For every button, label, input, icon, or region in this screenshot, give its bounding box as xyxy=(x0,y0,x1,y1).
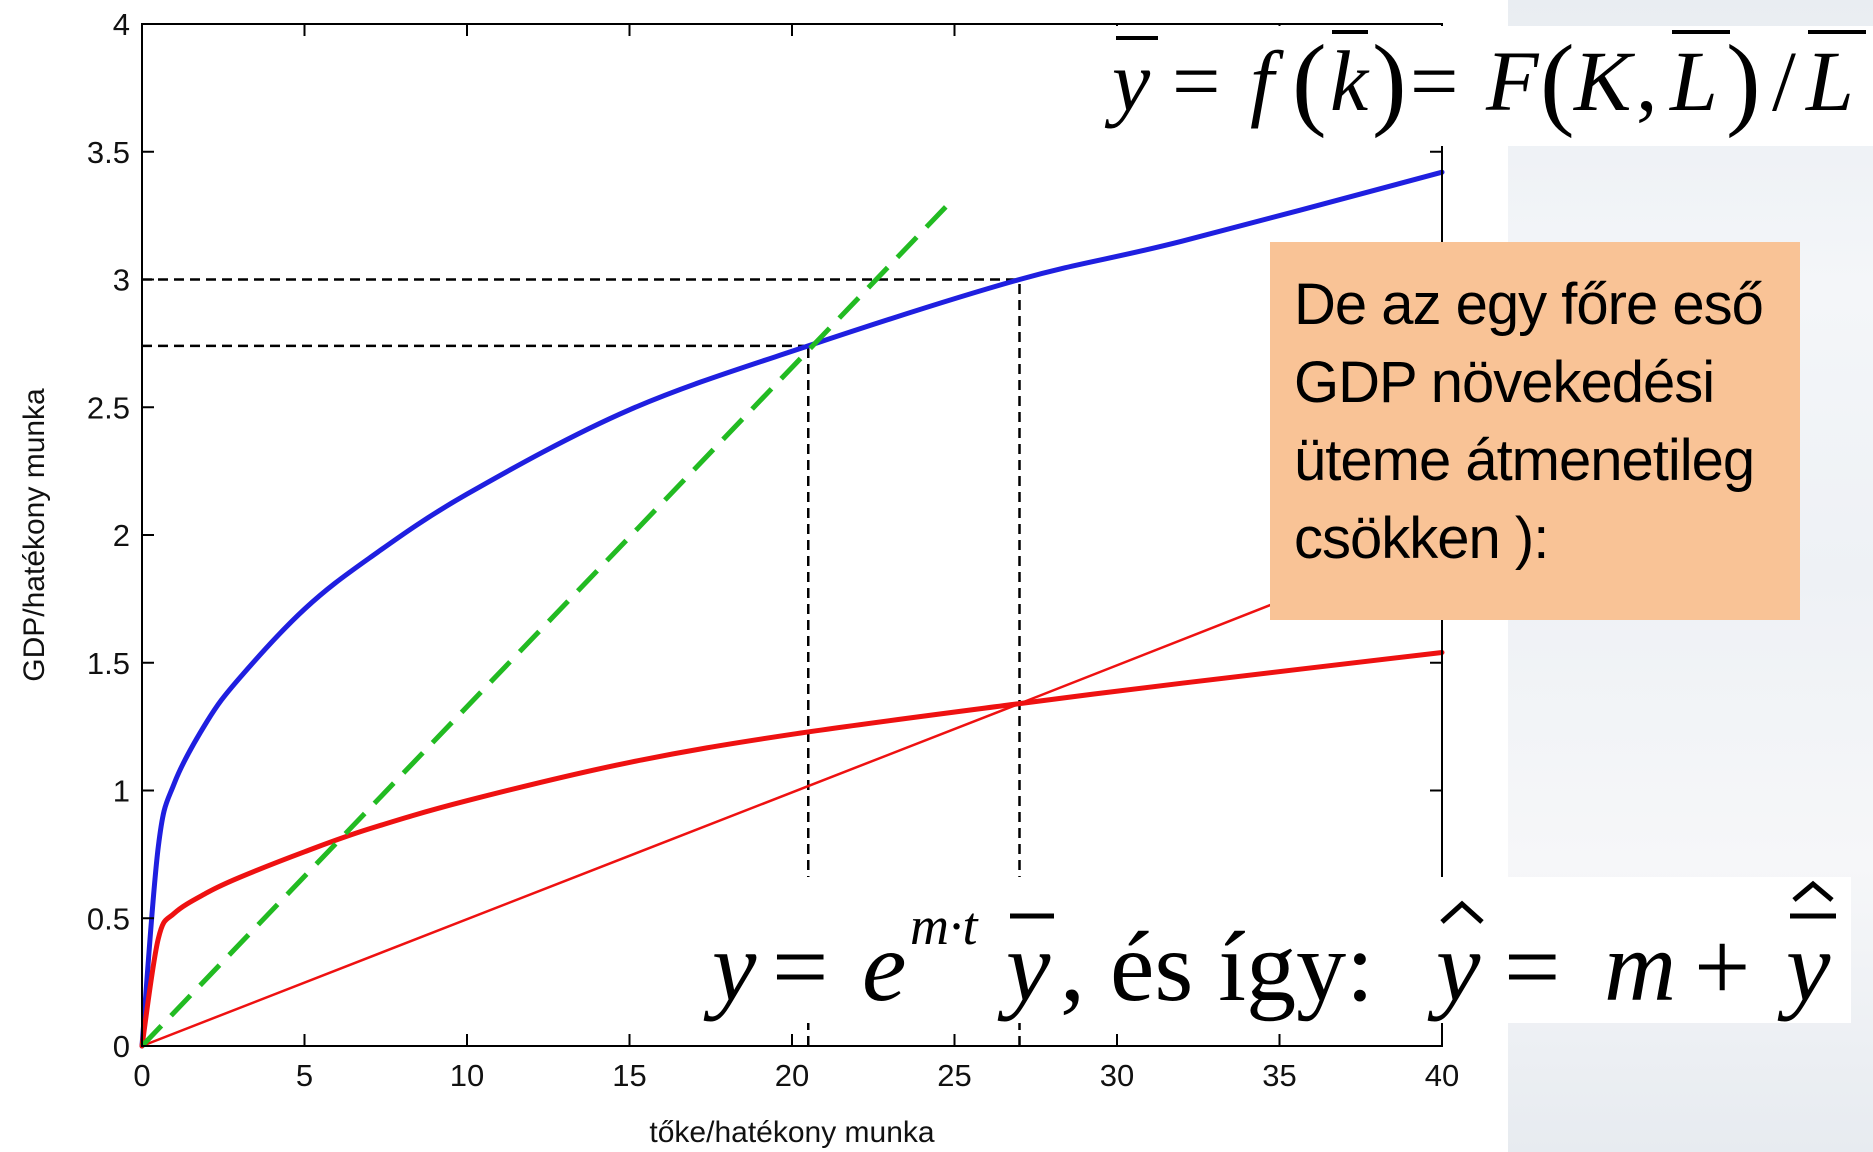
y-tick-label-4: 2 xyxy=(113,518,130,553)
formula-top-comma: , xyxy=(1636,33,1658,129)
formula-bottom-exponent: m·t xyxy=(910,896,979,956)
formula-top: y = f ( k ) = F ( K , L ) / L xyxy=(1090,24,1873,146)
series-line-1 xyxy=(139,169,1445,1049)
y-tick-label-5: 2.5 xyxy=(87,390,130,425)
formula-bottom-m: m xyxy=(1604,911,1676,1022)
x-tick-label-0: 0 xyxy=(133,1058,150,1093)
formula-top-background xyxy=(1090,26,1873,146)
formula-bottom-ybarhat: y xyxy=(1777,911,1831,1022)
formula-top-lhs: y xyxy=(1104,33,1151,129)
note-box: De az egy főre eső GDP növekedési üteme … xyxy=(1270,242,1800,620)
x-tick-label-6: 30 xyxy=(1100,1058,1134,1093)
y-tick-label-3: 1.5 xyxy=(87,646,130,681)
formula-top-arg1: k xyxy=(1330,33,1370,129)
note-line-2: GDP növekedési xyxy=(1294,350,1715,415)
note-line-4: csökken ): xyxy=(1294,506,1549,571)
formula-bottom-hat-ybarhat xyxy=(1792,880,1834,902)
y-tick-label-2: 1 xyxy=(113,774,130,809)
formula-top-denom: L xyxy=(1804,33,1854,129)
note-line-1: De az egy főre eső xyxy=(1294,272,1764,337)
x-axis-label: tőke/hatékony munka xyxy=(649,1116,934,1149)
formula-top-slash: / xyxy=(1772,33,1796,129)
formula-top-arg-K: K xyxy=(1572,33,1636,129)
formula-bottom-eq1: = xyxy=(772,911,828,1022)
series-line-4 xyxy=(140,196,957,1048)
formula-bottom-background xyxy=(706,877,1851,1023)
svg-text:y = e m·t: y = e m·t y , és így: y = m + y xyxy=(703,855,1831,1022)
note-line-3: üteme átmenetileg xyxy=(1294,428,1755,493)
formula-top-f: f xyxy=(1250,33,1284,129)
y-axis-label: GDP/hatékony munka xyxy=(18,388,51,682)
series-layer xyxy=(139,169,1445,1049)
formula-top-eq2: = xyxy=(1410,33,1459,129)
svg-text:y = f (: y = f ( k ) = F ( K , L ) / L xyxy=(1104,24,1854,139)
x-tick-label-8: 40 xyxy=(1425,1058,1459,1093)
x-tick-label-5: 25 xyxy=(937,1058,971,1093)
formula-bottom-y: y xyxy=(703,911,757,1022)
y-tick-label-8: 4 xyxy=(113,7,130,42)
x-tick-label-7: 35 xyxy=(1262,1058,1296,1093)
formula-top-paren-r1: ) xyxy=(1372,24,1407,139)
y-tick-label-1: 0.5 xyxy=(87,901,130,936)
formula-bottom-ybar: y xyxy=(997,911,1051,1022)
x-tick-label-4: 20 xyxy=(775,1058,809,1093)
y-tick-label-6: 3 xyxy=(113,263,130,298)
formula-top-arg-L: L xyxy=(1668,33,1716,129)
formula-bottom-plus: + xyxy=(1694,911,1750,1022)
formula-bottom-text: , és így: xyxy=(1060,911,1374,1022)
y-tick-label-7: 3.5 xyxy=(87,135,130,170)
tick-labels: 0 5 10 15 20 25 30 35 40 0 0.5 1 1.5 2 2.5 3 3.5 4 xyxy=(87,7,1459,1093)
series-line-2 xyxy=(139,650,1445,1049)
formula-bottom-e: e xyxy=(862,911,906,1022)
formula-bottom-hat-yhat xyxy=(1440,900,1484,924)
formula-top-paren-l2: ( xyxy=(1540,24,1575,139)
formula-bottom: y = e m·t y , és így: y = m + y xyxy=(703,855,1851,1023)
formula-bottom-eq2: = xyxy=(1504,911,1560,1022)
x-tick-label-2: 10 xyxy=(450,1058,484,1093)
formula-top-eq1: = xyxy=(1172,33,1221,129)
x-tick-label-3: 15 xyxy=(612,1058,646,1093)
formula-bottom-yhat: y xyxy=(1427,911,1481,1022)
formula-top-F: F xyxy=(1485,33,1540,129)
y-tick-label-0: 0 xyxy=(113,1029,130,1064)
formula-top-paren-l1: ( xyxy=(1292,24,1327,139)
formula-top-paren-r2: ) xyxy=(1726,24,1761,139)
series-line-3 xyxy=(140,595,1294,1048)
x-tick-label-1: 5 xyxy=(296,1058,313,1093)
